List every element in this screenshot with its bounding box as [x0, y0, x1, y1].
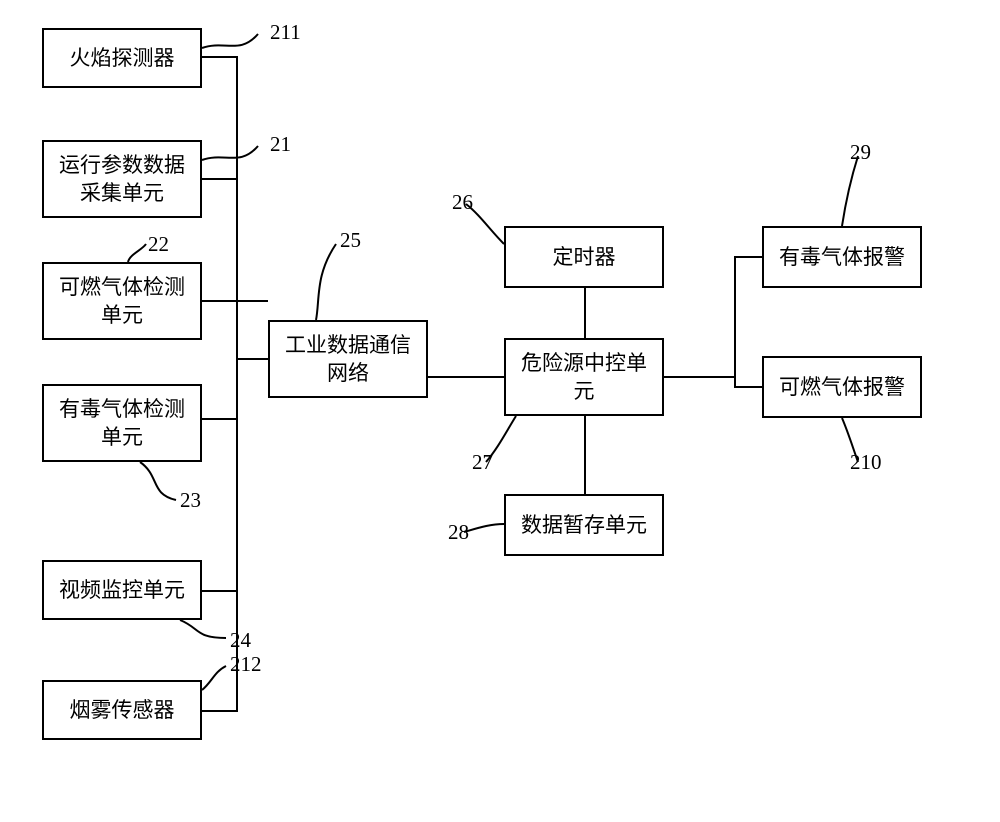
leader-ld29: [842, 156, 858, 226]
connector-h: [202, 56, 238, 58]
ref-label-l25: 25: [340, 228, 361, 253]
ref-label-l26: 26: [452, 190, 473, 215]
node-label: 工业数据通信网络: [285, 331, 411, 388]
node-label: 运行参数数据采集单元: [59, 151, 185, 208]
node-n23: 有毒气体检测单元: [42, 384, 202, 462]
node-label: 可燃气体检测单元: [59, 273, 185, 330]
node-n28: 数据暂存单元: [504, 494, 664, 556]
leader-ld28: [464, 524, 504, 532]
connector-h: [664, 376, 736, 378]
node-label: 定时器: [553, 243, 616, 271]
ref-label-l21: 21: [270, 132, 291, 157]
node-n29: 有毒气体报警: [762, 226, 922, 288]
leader-ld21: [202, 146, 258, 160]
node-n22: 可燃气体检测单元: [42, 262, 202, 340]
ref-label-l212: 212: [230, 652, 262, 677]
connector-h: [202, 710, 238, 712]
connector-h: [428, 376, 504, 378]
diagram-canvas: 火焰探测器运行参数数据采集单元可燃气体检测单元工业数据通信网络有毒气体检测单元视…: [0, 0, 1000, 822]
node-n27: 危险源中控单元: [504, 338, 664, 416]
connector-h: [202, 418, 238, 420]
connector-h: [734, 386, 762, 388]
ref-label-l210: 210: [850, 450, 882, 475]
ref-label-l29: 29: [850, 140, 871, 165]
ref-label-l23: 23: [180, 488, 201, 513]
connector-h: [238, 358, 268, 360]
ref-label-l27: 27: [472, 450, 493, 475]
node-n26: 定时器: [504, 226, 664, 288]
leader-ld211: [202, 34, 258, 48]
leader-ld22: [128, 244, 146, 262]
connector-h: [202, 590, 238, 592]
ref-label-l28: 28: [448, 520, 469, 545]
connector-h: [202, 178, 238, 180]
node-label: 视频监控单元: [59, 576, 185, 604]
connector-v: [584, 288, 586, 338]
connector-h: [734, 256, 762, 258]
leader-ld24: [180, 620, 226, 638]
node-n24: 视频监控单元: [42, 560, 202, 620]
leader-ld25: [316, 244, 336, 320]
node-n212: 烟雾传感器: [42, 680, 202, 740]
node-label: 有毒气体报警: [779, 243, 905, 271]
ref-label-l211: 211: [270, 20, 301, 45]
connector-h: [202, 300, 268, 302]
connector-v: [584, 416, 586, 494]
connector-v: [734, 256, 736, 388]
leader-ld212: [202, 666, 226, 690]
node-label: 烟雾传感器: [70, 696, 175, 724]
node-n211: 火焰探测器: [42, 28, 202, 88]
node-label: 数据暂存单元: [521, 511, 647, 539]
node-n210: 可燃气体报警: [762, 356, 922, 418]
node-label: 有毒气体检测单元: [59, 395, 185, 452]
node-label: 火焰探测器: [70, 44, 175, 72]
ref-label-l24: 24: [230, 628, 251, 653]
node-n21: 运行参数数据采集单元: [42, 140, 202, 218]
node-label: 危险源中控单元: [521, 349, 647, 406]
node-n25: 工业数据通信网络: [268, 320, 428, 398]
node-label: 可燃气体报警: [779, 373, 905, 401]
ref-label-l22: 22: [148, 232, 169, 257]
leader-ld23: [140, 462, 176, 500]
connector-v: [236, 56, 238, 710]
